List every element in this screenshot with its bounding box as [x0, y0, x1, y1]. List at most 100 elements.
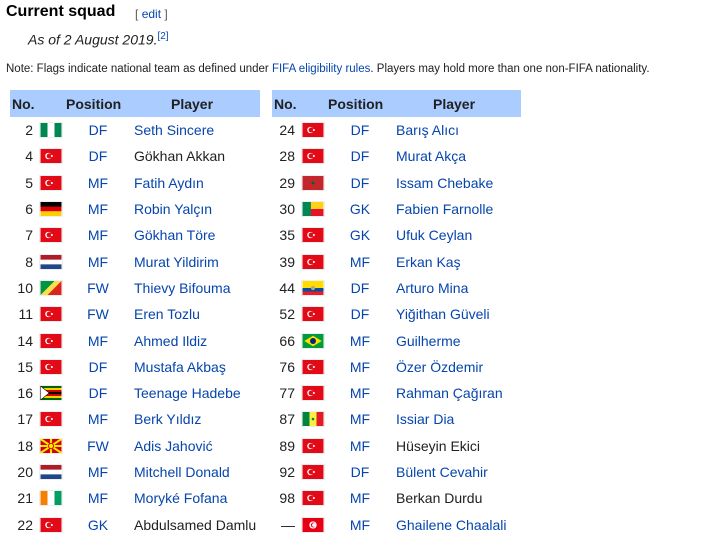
flag-nga-icon[interactable] [39, 122, 63, 139]
player-link[interactable]: Gökhan Töre [134, 227, 216, 244]
flag-tur-icon[interactable] [301, 385, 325, 402]
player-link[interactable]: Moryké Fofana [134, 490, 228, 507]
flag-tur-icon[interactable] [301, 122, 325, 139]
flag-ben-icon[interactable] [301, 201, 325, 218]
flag-ger-icon[interactable] [39, 201, 63, 218]
flag-tur-icon[interactable] [39, 174, 63, 191]
position-link[interactable]: FW [87, 306, 109, 323]
player-link[interactable]: Rahman Çağıran [396, 385, 503, 402]
flag-tur-icon[interactable] [301, 253, 325, 270]
position-link[interactable]: GK [87, 516, 109, 533]
flag-civ-icon[interactable] [39, 490, 63, 507]
position-link[interactable]: GK [349, 227, 371, 244]
player-link[interactable]: Özer Özdemir [396, 358, 484, 375]
player-row: 44 DF Arturo Mina [272, 275, 521, 301]
position-link[interactable]: MF [87, 411, 109, 428]
flag-tur-icon[interactable] [39, 516, 63, 533]
flag-tur-icon[interactable] [301, 358, 325, 375]
position-link[interactable]: MF [349, 437, 371, 454]
player-row: 15 DF Mustafa Akbaş [10, 354, 260, 380]
position-link[interactable]: MF [87, 464, 109, 480]
position-link[interactable]: MF [349, 332, 371, 349]
position-link[interactable]: MF [349, 253, 371, 270]
player-link[interactable]: Bülent Cevahir [396, 464, 488, 480]
player-link[interactable]: Yiğithan Güveli [396, 306, 490, 323]
player-link[interactable]: Murat Akça [396, 148, 467, 165]
player-link[interactable]: Mitchell Donald [134, 464, 230, 480]
flag-tur-icon[interactable] [301, 464, 325, 480]
position-link[interactable]: MF [349, 490, 371, 507]
position-link[interactable]: DF [350, 279, 370, 296]
flag-tur-icon[interactable] [301, 490, 325, 507]
flag-tur-icon[interactable] [301, 437, 325, 454]
position-link[interactable]: MF [87, 227, 109, 244]
player-link[interactable]: Mustafa Akbaş [134, 358, 226, 375]
player-link[interactable]: Ufuk Ceylan [396, 227, 473, 244]
flag-tur-icon[interactable] [39, 358, 63, 375]
flag-tur-icon[interactable] [301, 148, 325, 165]
player-link[interactable]: Seth Sincere [134, 122, 215, 139]
player-link[interactable]: Adis Jahović [134, 437, 213, 454]
player-link[interactable]: Fatih Aydın [134, 174, 204, 191]
player-link[interactable]: Murat Yildirim [134, 253, 219, 270]
flag-ned-icon[interactable] [39, 253, 63, 270]
player-link[interactable]: Thievy Bifouma [134, 279, 231, 296]
position-link[interactable]: DF [350, 148, 370, 165]
fifa-eligibility-link[interactable]: FIFA eligibility rules [271, 63, 371, 75]
position-link[interactable]: GK [349, 201, 371, 218]
player-link[interactable]: Fabien Farnolle [396, 201, 494, 218]
flag-bra-icon[interactable] [301, 332, 325, 349]
flag-tun-icon[interactable] [301, 516, 325, 533]
position-link[interactable]: FW [87, 437, 109, 454]
flag-sen-icon[interactable] [301, 411, 325, 428]
flag-cgo-icon[interactable] [39, 279, 63, 296]
flag-mar-icon[interactable] [301, 174, 325, 191]
player-row: 17 MF Berk Yıldız [10, 406, 260, 432]
position-link[interactable]: DF [350, 464, 370, 480]
flag-zim-icon[interactable] [39, 385, 63, 402]
as-of-note: As of 2 August 2019.[2] [28, 31, 169, 48]
position-link[interactable]: DF [350, 306, 370, 323]
squad-number: 5 [25, 174, 33, 191]
flag-tur-icon[interactable] [39, 411, 63, 428]
player-link[interactable]: Issam Chebake [396, 174, 494, 191]
player-link[interactable]: Barış Alıcı [396, 122, 460, 139]
flag-mkd-icon[interactable] [39, 437, 63, 454]
position-link[interactable]: DF [88, 122, 108, 139]
player-link[interactable]: Teenage Hadebe [134, 385, 241, 402]
player-link[interactable]: Guilherme [396, 332, 461, 349]
position-link[interactable]: MF [87, 490, 109, 507]
flag-tur-icon[interactable] [39, 148, 63, 165]
position-link[interactable]: MF [87, 174, 109, 191]
player-link[interactable]: Ahmed Ildiz [134, 332, 208, 349]
flag-ecu-icon[interactable] [301, 279, 325, 296]
position-link[interactable]: MF [349, 358, 371, 375]
flag-tur-icon[interactable] [301, 306, 325, 323]
player-link[interactable]: Eren Tozlu [134, 306, 200, 323]
player-link[interactable]: Erkan Kaş [396, 253, 461, 270]
position-link[interactable]: MF [349, 411, 371, 428]
position-link[interactable]: MF [87, 332, 109, 349]
position-link[interactable]: MF [349, 516, 371, 533]
flag-tur-icon[interactable] [301, 227, 325, 244]
flag-tur-icon[interactable] [39, 227, 63, 244]
flag-tur-icon[interactable] [39, 306, 63, 323]
player-link[interactable]: Robin Yalçın [134, 201, 213, 218]
reference-link[interactable]: [2] [157, 31, 169, 42]
flag-ned-icon[interactable] [39, 464, 63, 480]
edit-link[interactable]: edit [141, 7, 162, 21]
position-link[interactable]: DF [350, 174, 370, 191]
player-link[interactable]: Arturo Mina [396, 279, 469, 296]
position-link[interactable]: MF [87, 201, 109, 218]
player-link[interactable]: Ghailene Chaalali [396, 516, 507, 533]
position-link[interactable]: DF [88, 148, 108, 165]
position-link[interactable]: DF [350, 122, 370, 139]
flag-tur-icon[interactable] [39, 332, 63, 349]
position-link[interactable]: DF [88, 358, 108, 375]
player-link[interactable]: Issiar Dia [396, 411, 455, 428]
player-link[interactable]: Berk Yıldız [134, 411, 202, 428]
position-link[interactable]: FW [87, 279, 109, 296]
position-link[interactable]: MF [349, 385, 371, 402]
position-link[interactable]: MF [87, 253, 109, 270]
position-link[interactable]: DF [88, 385, 108, 402]
